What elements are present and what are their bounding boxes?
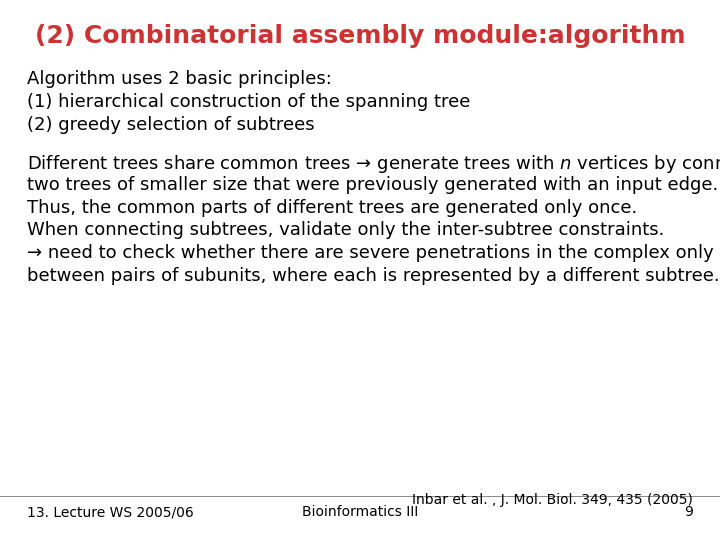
Text: two trees of smaller size that were previously generated with an input edge.: two trees of smaller size that were prev… [27,176,719,194]
Text: 13. Lecture WS 2005/06: 13. Lecture WS 2005/06 [27,505,194,519]
Text: between pairs of subunits, where each is represented by a different subtree.: between pairs of subunits, where each is… [27,267,720,285]
Text: (2) greedy selection of subtrees: (2) greedy selection of subtrees [27,116,315,133]
Text: (2) Combinatorial assembly module:algorithm: (2) Combinatorial assembly module:algori… [35,24,685,48]
Text: Different trees share common trees → generate trees with $\mathit{n}$ vertices b: Different trees share common trees → gen… [27,153,720,176]
Text: (1) hierarchical construction of the spanning tree: (1) hierarchical construction of the spa… [27,93,471,111]
Text: 9: 9 [684,505,693,519]
Text: Thus, the common parts of different trees are generated only once.: Thus, the common parts of different tree… [27,199,638,217]
Text: → need to check whether there are severe penetrations in the complex only: → need to check whether there are severe… [27,244,714,262]
Text: Inbar et al. , J. Mol. Biol. 349, 435 (2005): Inbar et al. , J. Mol. Biol. 349, 435 (2… [412,492,693,507]
Text: Bioinformatics III: Bioinformatics III [302,505,418,519]
Text: When connecting subtrees, validate only the inter-subtree constraints.: When connecting subtrees, validate only … [27,221,665,239]
Text: Algorithm uses 2 basic principles:: Algorithm uses 2 basic principles: [27,70,332,88]
